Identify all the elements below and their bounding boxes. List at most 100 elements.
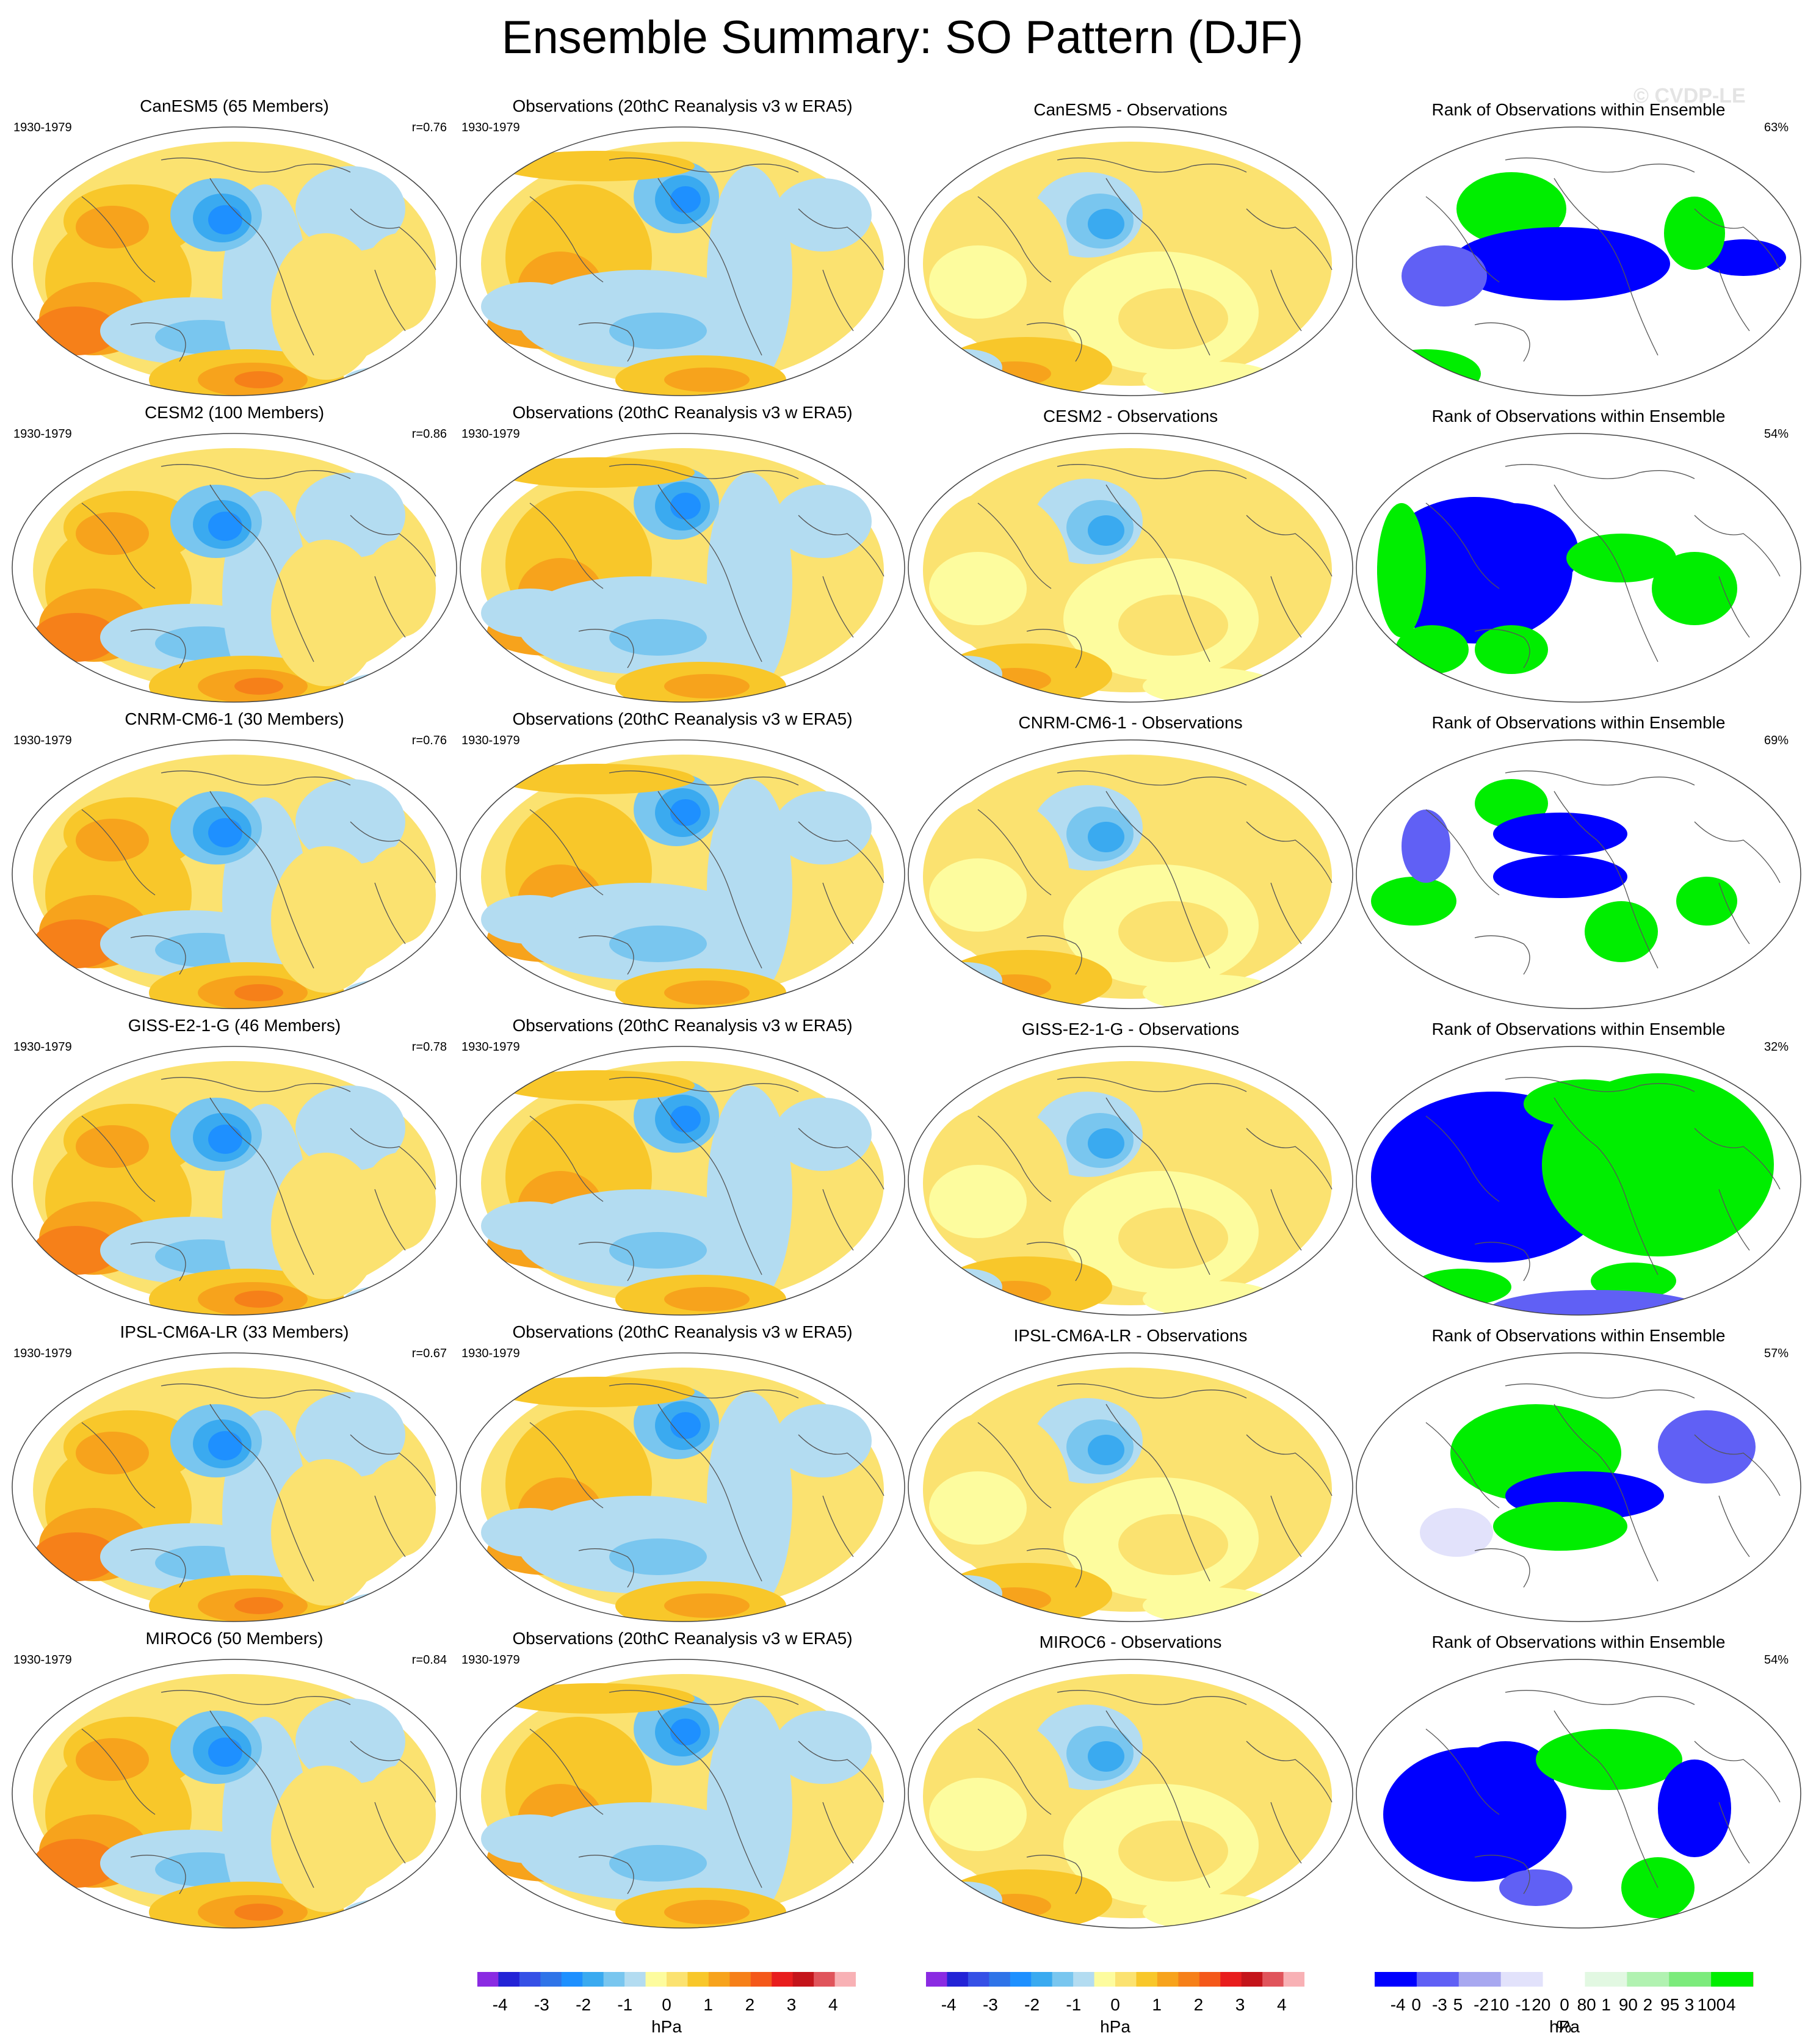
coastline xyxy=(657,1097,762,1275)
pattern-blob xyxy=(670,186,701,213)
panel-observations: Observations (20thC Reanalysis v3 w ERA5… xyxy=(457,403,908,708)
map-0-3 xyxy=(1356,126,1801,396)
colorbar-swatch xyxy=(926,1972,947,1987)
pattern-blob xyxy=(609,926,707,962)
rank-percent: 54% xyxy=(1763,427,1789,441)
pattern-blob xyxy=(929,1165,1027,1238)
pattern-blob xyxy=(609,1845,707,1882)
rank-percent: 57% xyxy=(1763,1347,1789,1360)
pattern-blob xyxy=(1420,1508,1493,1557)
colorbar-swatch xyxy=(561,1972,583,1987)
colorbar-swatch xyxy=(498,1972,520,1987)
colorbar-hpa-obs: -4 -3 -2 -1 0 1 2 3 4 hPa xyxy=(926,1971,1304,2044)
pattern-blob xyxy=(1652,552,1737,625)
coastline xyxy=(350,1128,436,1190)
pattern-blob xyxy=(609,313,707,349)
pattern-blob xyxy=(208,1431,242,1460)
coastline xyxy=(529,1115,604,1202)
colorbar-tick-label: -4 xyxy=(941,1995,957,2014)
panel-model: IPSL-CM6A-LR (33 Members) 1930-1979 r=0.67 xyxy=(9,1322,460,1628)
panel-observations: Observations (20thC Reanalysis v3 w ERA5… xyxy=(457,1016,908,1321)
coastline xyxy=(609,770,799,786)
pattern-blob xyxy=(929,552,1027,625)
colorbar-swatch xyxy=(1262,1972,1284,1987)
coastline xyxy=(1026,322,1082,362)
colorbar-swatches xyxy=(926,1972,1304,1987)
panel-rank: Rank of Observations within Ensemble 57% xyxy=(1353,1322,1804,1628)
pattern-blob xyxy=(208,818,242,847)
map-0-2 xyxy=(908,126,1353,396)
panel-rank: Rank of Observations within Ensemble 54% xyxy=(1353,403,1804,708)
coastline xyxy=(1425,1115,1500,1202)
map-2-1 xyxy=(460,739,905,1009)
coastline xyxy=(1718,576,1750,638)
coastline xyxy=(1246,1434,1333,1496)
coastline xyxy=(1718,1495,1750,1557)
colorbar-swatch xyxy=(582,1972,604,1987)
pattern-blob xyxy=(481,895,579,944)
colorbar-tick-label: 3 xyxy=(1684,1995,1695,2014)
map-1-3 xyxy=(1356,433,1801,703)
panel-title: MIROC6 - Observations xyxy=(1039,1633,1222,1651)
map-border xyxy=(12,739,457,1009)
map-border xyxy=(1356,433,1801,703)
coastline xyxy=(1425,1728,1500,1815)
coastline xyxy=(578,935,634,975)
pattern-blob xyxy=(344,673,430,700)
colorbar-swatch xyxy=(968,1972,989,1987)
panel-title: CESM2 - Observations xyxy=(1043,407,1218,426)
pattern-blob xyxy=(1450,227,1670,300)
pattern-blob xyxy=(1566,534,1676,582)
colorbar-swatch xyxy=(687,1972,709,1987)
pattern-blob xyxy=(499,1070,695,1101)
pattern-blob xyxy=(344,1899,430,1926)
coastline xyxy=(1474,1548,1530,1588)
pattern-blob xyxy=(1658,1410,1756,1484)
period-label: 1930-1979 xyxy=(461,1347,520,1360)
period-label: 1930-1979 xyxy=(461,734,520,747)
map-3-3 xyxy=(1356,1046,1801,1316)
pattern-blob xyxy=(1088,822,1124,852)
map-border xyxy=(460,1659,905,1929)
pattern-blob xyxy=(1676,877,1737,926)
panel-title: GISS-E2-1-G (46 Members) xyxy=(128,1016,341,1035)
pattern-blob xyxy=(929,1778,1027,1851)
coastline xyxy=(161,1077,351,1092)
coastline xyxy=(657,1710,762,1888)
coastline xyxy=(130,1242,186,1281)
panel-title: CNRM-CM6-1 - Observations xyxy=(1018,713,1243,732)
coastline xyxy=(1026,935,1082,975)
coastline xyxy=(1474,1242,1530,1281)
panel-model: CNRM-CM6-1 (30 Members) 1930-1979 r=0.76 xyxy=(9,709,460,1015)
coastline xyxy=(374,1802,406,1864)
watermark: © CVDP-LE xyxy=(1633,84,1746,107)
map-border xyxy=(12,126,457,396)
coastline xyxy=(977,1728,1052,1815)
colorbar-swatch xyxy=(814,1972,836,1987)
colorbar-swatch xyxy=(834,1972,856,1987)
pattern-blob xyxy=(1499,1869,1572,1906)
pattern-blob xyxy=(1536,1729,1682,1790)
pattern-blob xyxy=(481,1201,579,1250)
pattern-blob xyxy=(363,1153,436,1250)
pattern-blob xyxy=(670,493,701,520)
pattern-blob xyxy=(670,799,701,826)
coastline xyxy=(609,1077,799,1092)
pattern-blob xyxy=(774,791,872,864)
panel-rank: Rank of Observations within Ensemble 63% xyxy=(1353,96,1804,402)
panel-title: Rank of Observations within Ensemble xyxy=(1431,407,1726,426)
pattern-blob xyxy=(929,1882,1002,1918)
coastline xyxy=(529,196,604,283)
coastline xyxy=(130,1548,186,1588)
pattern-blob xyxy=(774,1098,872,1171)
coastline xyxy=(209,1404,314,1582)
pattern-blob xyxy=(481,282,579,331)
pattern-blob xyxy=(271,1766,381,1912)
coastline xyxy=(657,178,762,356)
coastline xyxy=(1474,322,1530,362)
pattern-blob xyxy=(499,1377,695,1407)
coastline xyxy=(374,1495,406,1557)
pattern-blob xyxy=(670,1412,701,1439)
colorbar-tick-label: -2 xyxy=(1474,1995,1489,2014)
pattern-blob xyxy=(664,1900,750,1924)
